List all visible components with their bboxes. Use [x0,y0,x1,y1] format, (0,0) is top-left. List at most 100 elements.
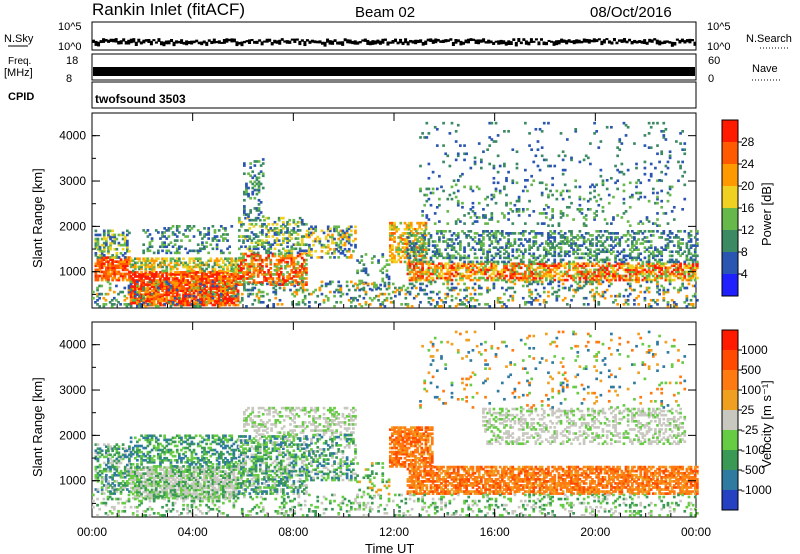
range-gate-cell [258,254,262,258]
range-gate-cell [142,285,146,288]
range-gate-cell [607,244,611,247]
range-gate-cell [482,270,485,274]
range-gate-cell [486,256,489,260]
range-gate-cell [595,214,599,217]
range-gate-cell [433,246,437,249]
noise-sample [436,38,440,42]
range-gate-cell [302,235,306,238]
range-gate-cell [146,249,150,253]
range-gate-cell [230,291,234,295]
range-gate-cell [273,273,277,276]
range-gate-cell [401,234,405,237]
range-gate-cell [296,271,300,274]
range-gate-cell [645,270,649,274]
range-gate-cell [526,266,529,270]
range-gate-cell [207,300,211,304]
range-gate-cell [490,242,494,245]
range-gate-cell [296,266,300,270]
range-gate-cell [333,237,336,241]
range-gate-cell [224,289,227,293]
range-gate-cell [294,222,298,226]
range-gate-cell [198,282,202,286]
range-gate-cell [536,246,540,249]
range-gate-cell [253,207,257,210]
noise-sample [172,41,176,47]
range-gate-cell [133,297,137,301]
range-gate-cell [237,264,241,268]
range-gate-cell [551,193,554,197]
range-gate-cell [113,260,117,264]
range-gate-cell [150,265,154,269]
range-gate-cell [245,186,248,190]
range-gate-cell [450,234,454,237]
range-gate-cell [427,242,431,245]
range-gate-cell [515,250,519,254]
range-gate-cell [251,186,255,190]
range-gate-cell [553,238,557,241]
range-gate-cell [391,223,394,227]
range-gate-cell [677,246,680,249]
range-gate-cell [243,213,246,216]
range-gate-cell [257,184,261,188]
range-gate-cell [226,233,229,236]
range-gate-cell [593,270,596,274]
range-gate-cell [105,276,108,280]
range-gate-cell [511,148,515,152]
range-gate-cell [165,251,169,255]
range-gate-cell [666,260,670,264]
range-gate-cell [490,278,494,282]
range-gate-cell [250,260,254,264]
range-gate-cell [507,256,510,260]
range-gate-cell [245,305,248,308]
range-gate-cell [431,262,435,266]
range-gate-cell [261,233,264,236]
range-gate-cell [257,207,261,210]
range-gate-cell [530,272,534,276]
range-gate-cell [211,287,215,291]
range-gate-cell [226,271,229,274]
range-gate-cell [498,276,502,280]
range-gate-cell [467,266,471,270]
range-gate-cell [521,244,525,247]
range-gate-cell [679,166,682,170]
range-gate-cell [252,271,256,274]
range-gate-cell [551,210,554,213]
range-gate-cell [530,264,534,268]
range-gate-cell [257,296,261,300]
range-gate-cell [146,285,150,288]
range-gate-cell [109,235,112,239]
noise-sample [363,38,367,42]
range-gate-cell [570,232,573,235]
range-gate-cell [207,231,211,234]
range-gate-cell [356,269,359,273]
range-gate-cell [209,299,213,303]
range-gate-cell [683,197,687,201]
range-gate-cell [148,243,152,247]
range-gate-cell [228,282,232,286]
range-gate-cell [408,270,412,274]
range-gate-cell [482,276,485,280]
range-gate-cell [163,279,167,282]
range-gate-cell [213,283,217,286]
range-gate-cell [152,287,156,291]
range-gate-cell [258,262,262,266]
range-gate-cell [547,252,550,256]
range-gate-cell [454,274,458,278]
range-gate-cell [616,242,620,245]
range-gate-cell [477,216,481,219]
range-gate-cell [553,230,557,233]
range-gate-cell [109,256,112,259]
range-gate-cell [165,279,169,282]
range-gate-cell [138,279,141,282]
range-gate-cell [123,268,127,272]
range-gate-cell [538,274,542,278]
range-gate-cell [471,189,475,193]
range-gate-cell [279,279,283,282]
range-gate-cell [100,262,104,266]
noise-sample [293,38,297,43]
range-gate-cell [207,263,211,267]
range-gate-cell [574,130,578,133]
range-gate-cell [459,248,462,252]
range-gate-cell [249,209,252,212]
range-gate-cell [580,256,584,260]
